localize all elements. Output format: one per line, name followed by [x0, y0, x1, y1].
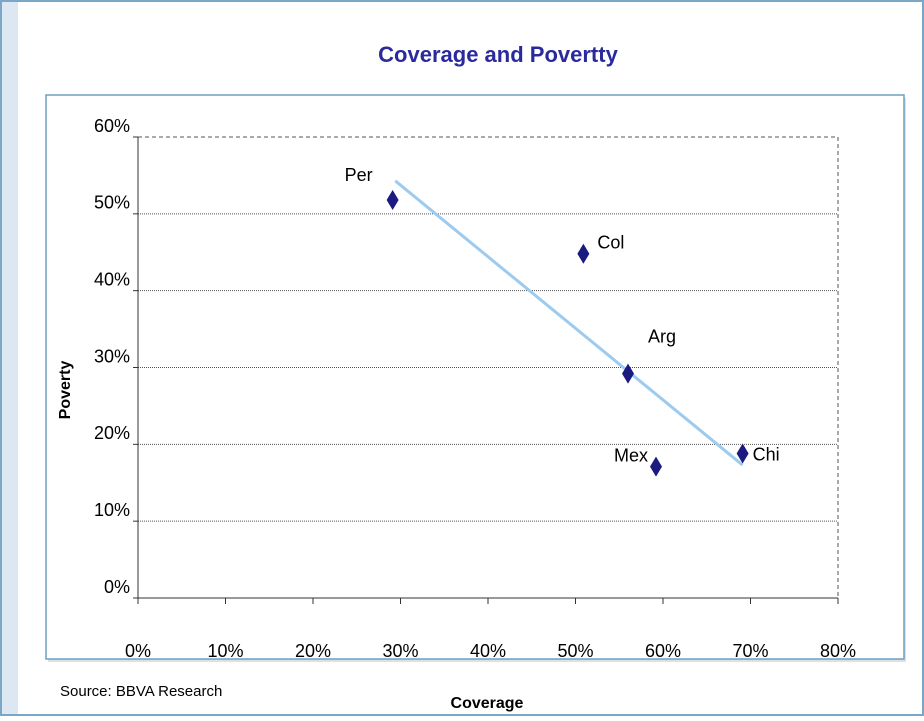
y-tick-label: 30%: [94, 346, 130, 366]
data-label: Per: [345, 165, 373, 185]
x-tick-label: 40%: [470, 641, 506, 661]
x-tick-label: 30%: [382, 641, 418, 661]
chart-box: [45, 94, 905, 660]
data-label: Mex: [614, 445, 648, 465]
y-tick-label: 40%: [94, 269, 130, 289]
x-tick-label: 70%: [732, 641, 768, 661]
y-tick-label: 60%: [94, 116, 130, 136]
y-tick-label: 20%: [94, 423, 130, 443]
x-tick-label: 0%: [125, 641, 151, 661]
x-tick-label: 80%: [820, 641, 856, 661]
x-axis-title: Coverage: [451, 695, 524, 712]
x-tick-label: 60%: [645, 641, 681, 661]
y-tick-label: 0%: [104, 577, 130, 597]
y-tick-label: 10%: [94, 500, 130, 520]
y-axis-title: Poverty: [57, 361, 74, 420]
point: [736, 443, 749, 464]
data-label: Arg: [648, 326, 676, 346]
data-label: Col: [597, 233, 624, 253]
chart-title: Coverage and Povertty: [378, 42, 618, 67]
point: [577, 243, 590, 264]
x-tick-label: 10%: [207, 641, 243, 661]
data-label: Chi: [753, 444, 780, 464]
point: [622, 363, 634, 384]
trendline: [394, 179, 744, 467]
x-tick-label: 50%: [557, 641, 593, 661]
point: [386, 190, 399, 211]
x-tick-label: 20%: [295, 641, 331, 661]
y-tick-label: 50%: [94, 193, 130, 213]
source: Source: BBVA Research: [60, 683, 222, 700]
point: [650, 456, 662, 477]
plot-border: [138, 136, 839, 598]
